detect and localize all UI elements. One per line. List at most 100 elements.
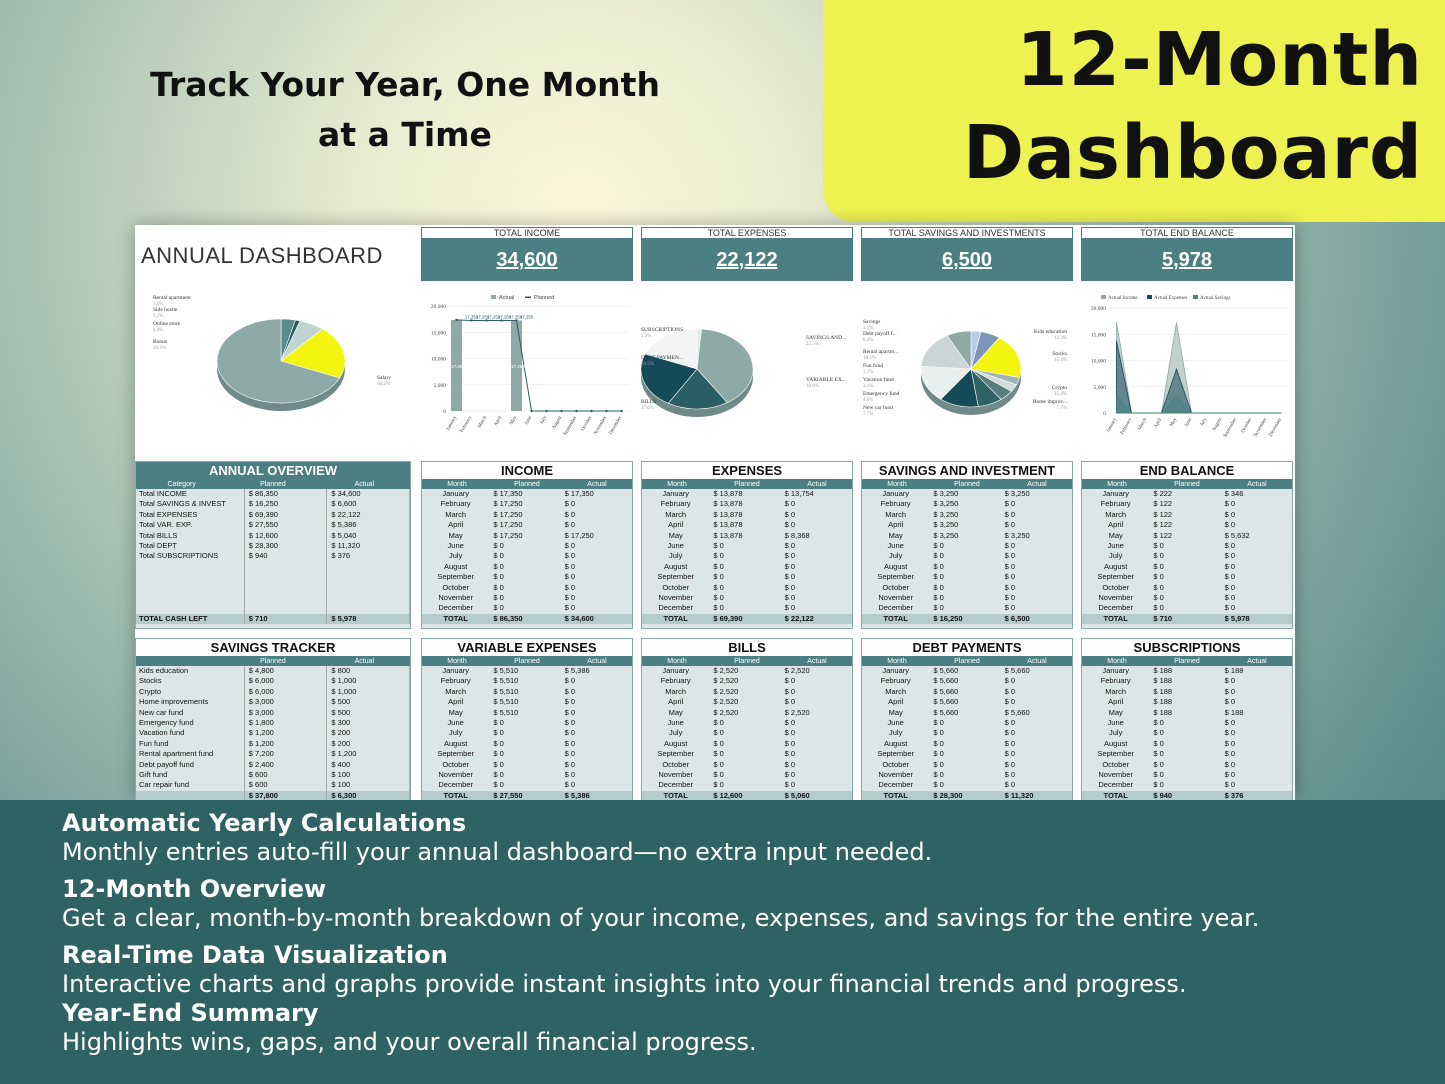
table-cell[interactable]: $ 22,122 (327, 509, 410, 521)
table-cell[interactable]: $ 0 (1004, 717, 1016, 727)
table-cell[interactable]: $ 0 (1004, 551, 1016, 561)
table-cell[interactable]: $ 13,754 (784, 489, 814, 498)
table-cell[interactable]: $ 0 (933, 582, 944, 592)
table-cell[interactable]: July (448, 551, 463, 561)
table-cell[interactable]: $ 17,250 (493, 499, 523, 509)
table-cell[interactable]: $ 27,550 (245, 520, 328, 531)
table-cell[interactable]: Vacation fund (136, 728, 245, 739)
table-cell[interactable]: Total INCOME (136, 489, 245, 500)
table-cell[interactable]: $ 5,040 (327, 530, 410, 541)
table-cell[interactable]: $ 2,400 (245, 759, 328, 770)
table-cell[interactable]: $ 500 (327, 707, 410, 718)
table-cell[interactable]: June (447, 540, 464, 550)
table-cell[interactable]: $ 0 (933, 551, 944, 561)
table-cell[interactable]: $ 34,600 (327, 489, 410, 500)
table-cell[interactable]: $ 5,660 (933, 676, 959, 686)
table-cell[interactable]: $ 0 (1004, 520, 1016, 530)
table-cell[interactable]: $ 0 (784, 697, 796, 707)
table-cell[interactable]: Gift fund (136, 769, 245, 781)
table-cell[interactable]: $ 0 (1153, 738, 1164, 748)
table-cell[interactable]: March (1105, 686, 1127, 696)
table-cell[interactable]: $ 0 (713, 717, 724, 727)
table-cell[interactable]: $ 0 (564, 697, 576, 707)
table-cell[interactable]: $ 0 (1224, 592, 1236, 602)
table-cell[interactable]: August (1103, 561, 1128, 571)
table-cell[interactable]: $ 5,510 (493, 686, 519, 696)
kpi-value[interactable]: 5,978 (1081, 239, 1293, 281)
table-cell[interactable]: $ 0 (1224, 728, 1236, 738)
table-cell[interactable]: $ 0 (1004, 749, 1016, 759)
table-cell[interactable]: $ 4,800 (245, 666, 328, 677)
table-cell[interactable]: $ 2,520 (713, 676, 739, 686)
table-cell[interactable]: October (662, 582, 689, 592)
table-cell[interactable]: $ 0 (564, 572, 576, 582)
table-cell[interactable]: $ 0 (1153, 603, 1164, 613)
table-cell[interactable]: $ 1,000 (327, 686, 410, 698)
table-cell[interactable]: July (888, 551, 903, 561)
table-cell[interactable]: Crypto (136, 686, 245, 698)
table-cell[interactable]: September (877, 749, 914, 759)
table-cell[interactable]: $ 0 (1004, 499, 1016, 509)
table-cell[interactable]: $ 0 (713, 592, 724, 602)
table-cell[interactable]: December (878, 780, 913, 790)
table-cell[interactable]: $ 0 (1004, 561, 1016, 571)
table-cell[interactable]: $ 5,660 (933, 707, 959, 717)
table-cell[interactable]: Total VAR. EXP. (136, 520, 245, 531)
table-cell[interactable]: $ 13,878 (713, 509, 743, 519)
table-cell[interactable] (136, 592, 245, 604)
table-cell[interactable]: $ 0 (784, 749, 796, 759)
table-cell[interactable]: Total DEPT (136, 540, 245, 552)
table-cell[interactable]: $ 0 (1153, 749, 1164, 759)
table-cell[interactable]: $ 0 (784, 592, 796, 602)
table-cell[interactable]: $ 0 (1004, 676, 1016, 686)
table-cell[interactable]: $ 0 (1153, 780, 1164, 790)
table-cell[interactable]: September (1097, 749, 1134, 759)
table-cell[interactable]: $ 0 (493, 769, 504, 779)
table-cell[interactable] (327, 582, 410, 593)
table-cell[interactable]: $ 1,200 (245, 738, 328, 750)
table-cell[interactable]: $ 0 (933, 592, 944, 602)
table-cell[interactable]: May (1108, 530, 1123, 540)
table-cell[interactable]: September (437, 572, 474, 582)
table-cell[interactable]: $ 17,250 (493, 520, 523, 530)
table-cell[interactable]: $ 0 (493, 717, 504, 727)
table-cell[interactable]: January (1102, 489, 1129, 498)
table-cell[interactable]: June (1107, 717, 1124, 727)
table-cell[interactable]: $ 0 (933, 769, 944, 779)
table-cell[interactable]: $ 800 (327, 666, 410, 677)
table-cell[interactable]: $ 0 (784, 676, 796, 686)
table-cell[interactable]: $ 0 (713, 561, 724, 571)
table-cell[interactable]: February (660, 676, 691, 686)
table-cell[interactable]: $ 188 (1224, 707, 1244, 717)
table-cell[interactable]: July (888, 728, 903, 738)
table-cell[interactable]: July (1108, 551, 1123, 561)
table-cell[interactable]: August (883, 738, 908, 748)
table-cell[interactable]: $ 0 (564, 592, 576, 602)
table-cell[interactable]: $ 3,000 (245, 697, 328, 708)
table-cell[interactable]: $ 0 (493, 592, 504, 602)
table-cell[interactable]: June (667, 717, 684, 727)
table-cell[interactable]: $ 0 (1004, 592, 1016, 602)
table-cell[interactable]: September (877, 572, 914, 582)
table-cell[interactable]: November (658, 592, 693, 602)
table-cell[interactable]: January (882, 666, 909, 675)
table-cell[interactable]: $ 0 (1004, 572, 1016, 582)
table-cell[interactable]: $ 0 (564, 551, 576, 561)
table-cell[interactable]: $ 17,250 (493, 509, 523, 519)
table-cell[interactable]: $ 2,520 (713, 697, 739, 707)
table-cell[interactable]: October (882, 582, 909, 592)
table-cell[interactable]: $ 0 (1224, 509, 1236, 519)
table-cell[interactable] (245, 603, 328, 614)
table-cell[interactable]: April (448, 520, 464, 530)
table-cell[interactable]: $ 0 (784, 540, 796, 550)
table-cell[interactable] (245, 572, 328, 583)
table-cell[interactable]: $ 17,350 (493, 489, 523, 498)
table-cell[interactable]: January (442, 666, 469, 675)
table-cell[interactable] (327, 603, 410, 614)
table-cell[interactable]: $ 5,386 (564, 666, 590, 675)
table-cell[interactable]: $ 0 (1004, 728, 1016, 738)
table-cell[interactable]: $ 1,800 (245, 717, 328, 729)
table-cell[interactable]: $ 0 (933, 728, 944, 738)
table-cell[interactable]: $ 0 (1153, 561, 1164, 571)
table-cell[interactable]: $ 0 (564, 759, 576, 769)
